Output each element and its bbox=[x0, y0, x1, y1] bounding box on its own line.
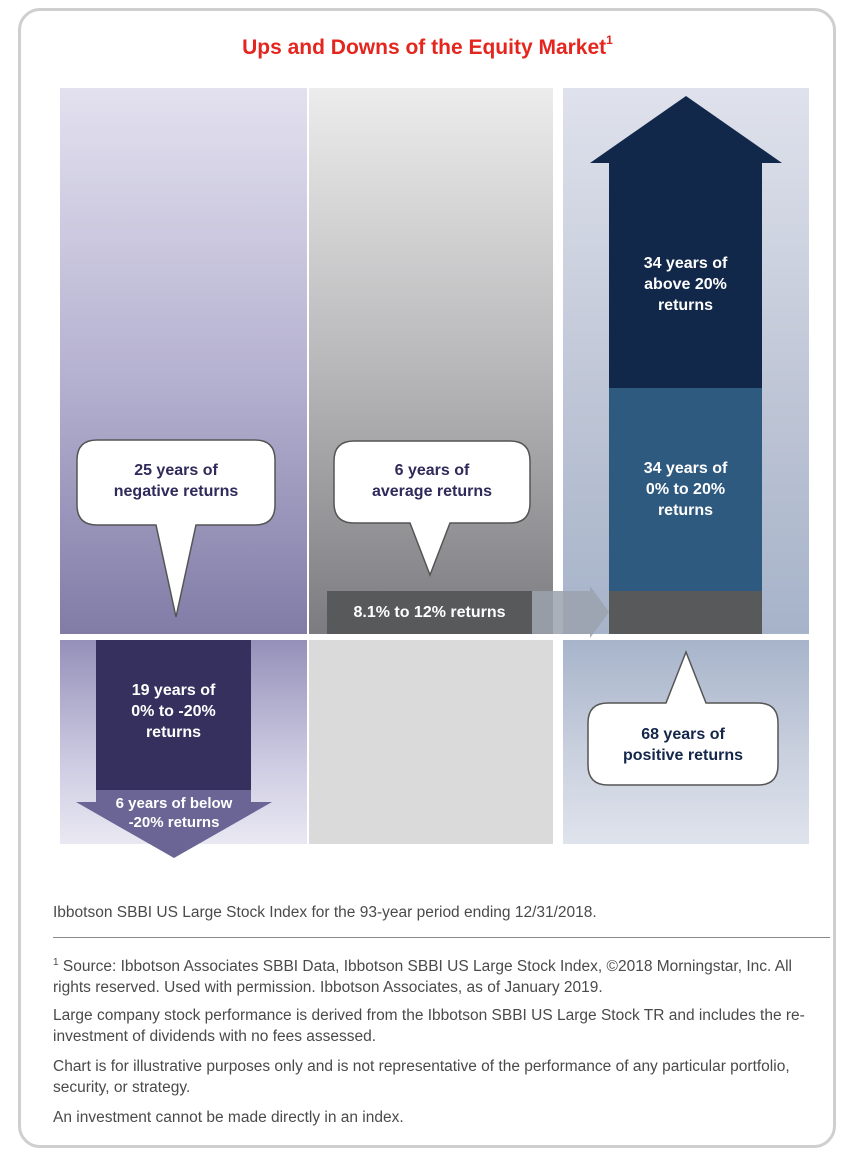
positive-high-line-3: returns bbox=[657, 297, 714, 314]
positive-high-label: 34 years of above 20% returns bbox=[609, 253, 762, 316]
positive-callout-bubble bbox=[587, 649, 779, 786]
negative-callout-label: 25 years of negative returns bbox=[77, 460, 275, 502]
positive-callout-label: 68 years of positive returns bbox=[588, 724, 778, 766]
source-footnote-text: Source: Ibbotson Associates SBBI Data, I… bbox=[53, 958, 792, 997]
negative-mild-label: 19 years of 0% to -20% returns bbox=[96, 680, 251, 743]
negative-callout-line-2: negative returns bbox=[113, 483, 239, 500]
negative-mild-bar bbox=[96, 640, 251, 790]
negative-callout-bubble bbox=[76, 439, 276, 618]
positive-average-bar bbox=[609, 591, 762, 634]
negative-mild-line-1: 19 years of bbox=[131, 682, 216, 699]
positive-callout-line-2: positive returns bbox=[622, 747, 744, 764]
title-text: Ups and Downs of the Equity Market bbox=[242, 36, 607, 59]
negative-mild-line-2: 0% to -20% bbox=[131, 703, 216, 720]
average-column-lower bbox=[309, 640, 553, 844]
positive-high-line-2: above 20% bbox=[644, 276, 727, 293]
positive-high-arrow bbox=[590, 96, 782, 388]
average-range-label: 8.1% to 12% returns bbox=[353, 603, 506, 621]
chart-title: Ups and Downs of the Equity Market1 bbox=[0, 33, 855, 60]
negative-severe-line-1: 6 years of below bbox=[115, 795, 233, 812]
source-footnote: 1 Source: Ibbotson Associates SBBI Data,… bbox=[53, 952, 823, 998]
average-range-box: 8.1% to 12% returns bbox=[327, 591, 532, 634]
negative-severe-line-2: -20% returns bbox=[128, 814, 220, 831]
positive-moderate-line-1: 34 years of bbox=[643, 460, 728, 477]
performance-note: Large company stock performance is deriv… bbox=[53, 1007, 805, 1045]
average-callout-line-1: 6 years of bbox=[394, 462, 470, 479]
average-callout-bubble bbox=[333, 440, 531, 578]
positive-moderate-bar bbox=[609, 388, 762, 591]
positive-callout-line-1: 68 years of bbox=[641, 726, 725, 743]
title-footnote-ref: 1 bbox=[606, 33, 613, 47]
average-callout-label: 6 years of average returns bbox=[334, 460, 530, 502]
positive-moderate-line-3: returns bbox=[657, 502, 714, 519]
positive-moderate-line-2: 0% to 20% bbox=[645, 481, 726, 498]
negative-callout-line-1: 25 years of bbox=[134, 462, 218, 479]
positive-high-line-1: 34 years of bbox=[643, 255, 728, 272]
positive-moderate-label: 34 years of 0% to 20% returns bbox=[609, 458, 762, 521]
index-caption: Ibbotson SBBI US Large Stock Index for t… bbox=[53, 904, 597, 921]
index-note: An investment cannot be made directly in… bbox=[53, 1109, 404, 1126]
negative-severe-label: 6 years of below -20% returns bbox=[76, 794, 272, 832]
negative-mild-line-3: returns bbox=[145, 724, 202, 741]
source-footnote-marker: 1 bbox=[53, 957, 59, 968]
illustrative-note: Chart is for illustrative purposes only … bbox=[53, 1058, 790, 1096]
footnote-divider bbox=[53, 937, 830, 938]
average-callout-line-2: average returns bbox=[371, 483, 493, 500]
connector-arrow bbox=[532, 586, 609, 638]
negative-severe-arrow bbox=[76, 790, 272, 858]
